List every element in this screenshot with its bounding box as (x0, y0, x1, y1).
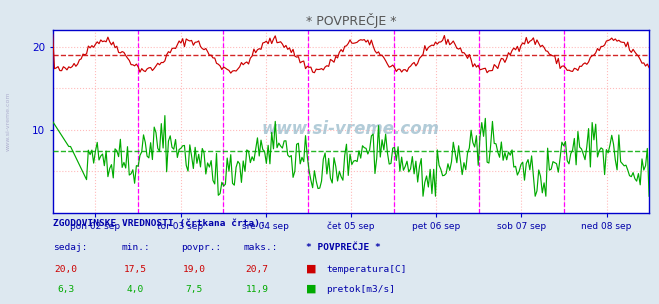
Text: ■: ■ (306, 284, 317, 294)
Text: povpr.:: povpr.: (181, 243, 221, 252)
Text: 17,5: 17,5 (124, 265, 146, 274)
Text: 20,0: 20,0 (55, 265, 77, 274)
Text: temperatura[C]: temperatura[C] (326, 265, 407, 274)
Text: 20,7: 20,7 (246, 265, 268, 274)
Text: www.si-vreme.com: www.si-vreme.com (6, 92, 11, 151)
Title: * POVPREČJE *: * POVPREČJE * (306, 13, 396, 28)
Text: ZGODOVINSKE VREDNOSTI (črtkana črta):: ZGODOVINSKE VREDNOSTI (črtkana črta): (53, 219, 266, 229)
Text: 4,0: 4,0 (127, 285, 144, 294)
Text: * POVPREČJE *: * POVPREČJE * (306, 243, 381, 252)
Text: 6,3: 6,3 (57, 285, 74, 294)
Text: sedaj:: sedaj: (53, 243, 87, 252)
Text: maks.:: maks.: (244, 243, 278, 252)
Text: 7,5: 7,5 (186, 285, 203, 294)
Text: pretok[m3/s]: pretok[m3/s] (326, 285, 395, 294)
Text: www.si-vreme.com: www.si-vreme.com (262, 120, 440, 138)
Text: min.:: min.: (122, 243, 151, 252)
Text: 19,0: 19,0 (183, 265, 206, 274)
Text: 11,9: 11,9 (246, 285, 268, 294)
Text: ■: ■ (306, 264, 317, 274)
